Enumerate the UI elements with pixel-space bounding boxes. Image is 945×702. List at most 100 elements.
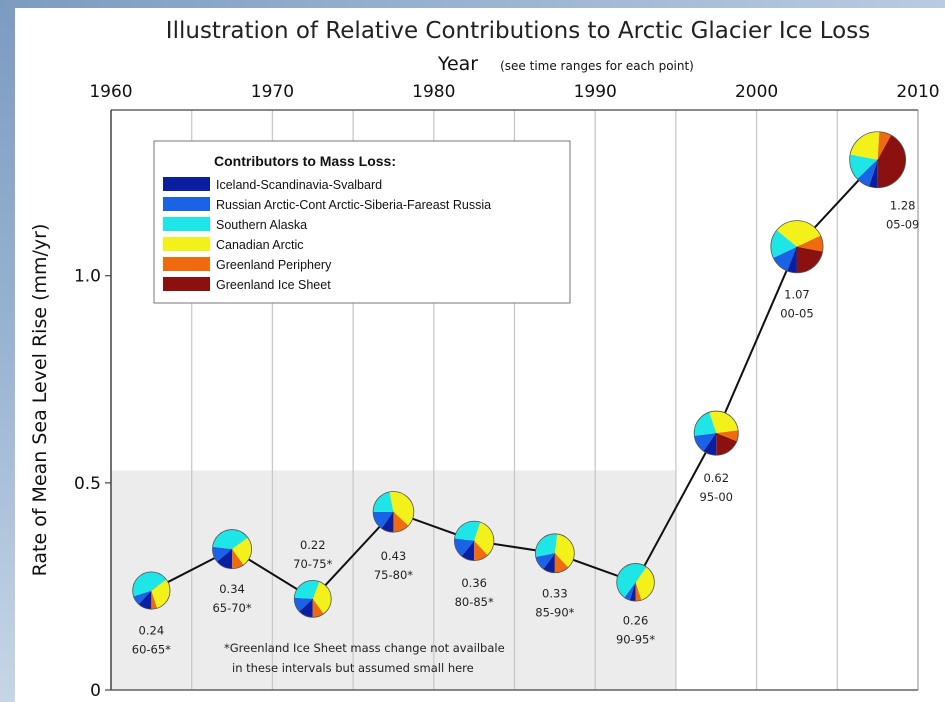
pie-slice — [703, 433, 717, 456]
pie-slice — [132, 571, 167, 597]
legend-label: Canadian Arctic — [216, 238, 304, 252]
slide-background-top — [0, 0, 945, 8]
point-period-label: 65-70* — [212, 601, 251, 615]
pie-markers — [132, 131, 907, 618]
pie-slice — [770, 230, 797, 258]
point-value-label: 0.33 — [542, 586, 568, 600]
point-period-label: 60-65* — [132, 643, 171, 657]
pie-slice — [868, 159, 878, 188]
legend: Contributors to Mass Loss: Iceland-Scand… — [153, 140, 571, 304]
point-value-label: 0.24 — [139, 624, 165, 638]
pie-outline — [693, 410, 739, 456]
pie-slice — [535, 533, 558, 557]
pie-slice — [709, 411, 739, 434]
y-tick-label: 1.0 — [74, 267, 101, 287]
pie-slice — [373, 491, 394, 512]
pie-outline — [534, 533, 575, 574]
pie-chart — [453, 520, 495, 562]
pie-slice — [138, 590, 152, 610]
pie-slice — [857, 159, 878, 187]
pie-slice — [373, 511, 394, 529]
legend-swatch — [163, 217, 210, 231]
pie-slice — [454, 521, 481, 541]
legend-swatch — [163, 197, 210, 211]
pie-slice — [776, 220, 821, 247]
pie-slice — [716, 430, 739, 442]
pie-slice — [773, 246, 797, 271]
pie-slice — [635, 582, 642, 602]
x-axis-label-note: (see time ranges for each point) — [500, 59, 694, 73]
point-value-label: 0.36 — [461, 576, 487, 590]
pie-chart — [372, 491, 415, 533]
point-period-label: 05-09 — [886, 218, 919, 232]
pie-slice — [393, 511, 409, 533]
pie-slice — [294, 597, 313, 612]
pie-slice — [381, 511, 394, 533]
point-value-label: 0.26 — [623, 613, 649, 627]
pie-slice — [212, 546, 233, 562]
pie-slice — [454, 538, 475, 557]
pie-chart — [534, 533, 575, 574]
pie-slice — [616, 563, 647, 598]
pie-slice — [151, 590, 158, 610]
x-tick-label: 1980 — [412, 82, 455, 102]
pie-chart — [693, 410, 739, 456]
pie-slice — [554, 533, 575, 568]
legend-label: Greenland Ice Sheet — [216, 278, 331, 292]
pie-outline — [770, 220, 824, 274]
pie-slice — [624, 582, 636, 601]
pie-slice — [877, 131, 892, 160]
legend-title: Contributors to Mass Loss: — [214, 153, 396, 169]
pie-slice — [312, 581, 332, 614]
point-period-label: 95-00 — [700, 490, 733, 504]
pie-slice — [212, 529, 248, 550]
pie-slice — [461, 540, 475, 561]
pie-slice — [232, 537, 252, 565]
pie-chart — [770, 220, 824, 274]
y-tick-label: 0.5 — [74, 474, 101, 494]
pie-slice — [554, 553, 569, 573]
pie-slice — [850, 131, 880, 160]
pie-slice — [635, 567, 655, 601]
point-value-label: 1.07 — [784, 288, 810, 302]
point-value-label: 1.28 — [890, 199, 916, 213]
legend-label: Iceland-Scandinavia-Svalbard — [216, 178, 382, 192]
pie-slice — [877, 135, 906, 188]
pie-outline — [132, 571, 171, 610]
point-value-label: 0.43 — [381, 549, 407, 563]
legend-entries: Iceland-Scandinavia-Svalbard Russian Arct… — [163, 177, 491, 292]
point-period-label: 70-75* — [293, 557, 332, 571]
point-period-label: 75-80* — [374, 568, 413, 582]
pie-outline — [616, 563, 655, 602]
chart-title: Illustration of Relative Contributions t… — [166, 18, 870, 44]
y-tick-label: 0 — [90, 681, 101, 701]
annotation-line-2: in these intervals but assumed small her… — [232, 661, 474, 675]
pie-slice — [694, 433, 717, 452]
pie-slice — [716, 433, 737, 456]
pie-chart — [616, 563, 655, 602]
legend-label: Greenland Periphery — [216, 258, 332, 272]
pie-slice — [694, 412, 717, 436]
legend-box — [153, 140, 571, 304]
point-period-label: 80-85* — [455, 595, 494, 609]
pie-slice — [796, 235, 824, 252]
x-tick-label: 1960 — [89, 82, 132, 102]
point-period-label: 90-95* — [616, 632, 655, 646]
pie-slice — [151, 579, 171, 609]
legend-swatch — [163, 277, 210, 291]
x-axis-label: Year — [437, 53, 478, 75]
x-tick-label: 2000 — [735, 82, 778, 102]
pie-chart — [132, 571, 171, 610]
plot-axes — [110, 109, 919, 691]
legend-label: Southern Alaska — [216, 218, 307, 232]
pie-slice — [299, 598, 313, 618]
slide-background-edge — [0, 0, 15, 702]
legend-swatch — [163, 237, 210, 251]
x-tick-label: 1990 — [574, 82, 617, 102]
pie-chart — [293, 579, 332, 618]
legend-label: Russian Arctic-Cont Arctic-Siberia-Farea… — [216, 198, 491, 212]
legend-swatch — [163, 177, 210, 191]
pie-slice — [389, 491, 414, 526]
legend-swatch — [163, 257, 210, 271]
pie-chart — [212, 529, 253, 570]
